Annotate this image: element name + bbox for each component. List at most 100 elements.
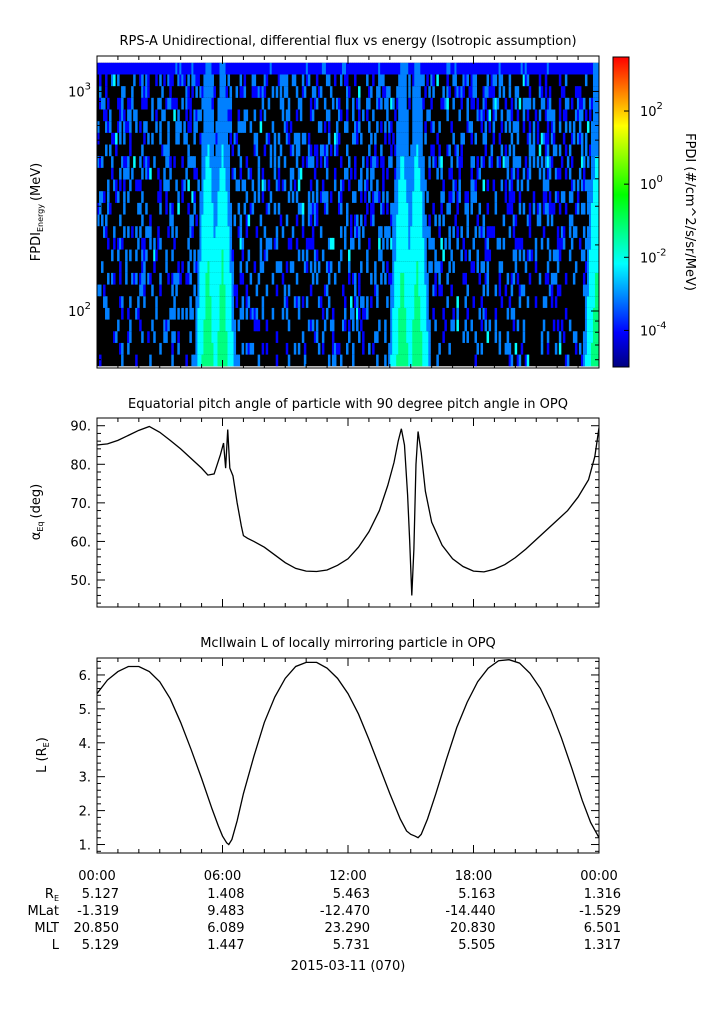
spectrogram-cell xyxy=(586,261,590,273)
spectrogram-cell xyxy=(113,179,116,192)
spectrogram-cell xyxy=(173,97,176,110)
spectrogram-cell xyxy=(121,97,124,110)
spectrogram-cell xyxy=(295,237,299,250)
spectrogram-cell xyxy=(390,156,393,168)
spectrogram-cell xyxy=(207,86,210,98)
spectrogram-cell xyxy=(350,167,353,180)
spectrogram-cell xyxy=(396,121,399,133)
spectrogram-cell xyxy=(239,261,243,273)
spectrogram-cell xyxy=(582,62,586,75)
spectrogram-cell xyxy=(518,97,522,110)
spectrogram-cell xyxy=(472,62,476,75)
spectrogram-cell xyxy=(237,202,241,215)
spectrogram-cell xyxy=(135,121,138,133)
spectrogram-cell xyxy=(438,214,441,227)
spectrogram-cell xyxy=(205,179,208,192)
spectrogram-cell xyxy=(209,284,212,297)
spectrogram-cell xyxy=(554,62,558,75)
spectrogram-cell xyxy=(325,62,329,75)
spectrogram-cell xyxy=(424,354,427,367)
spectrogram-cell xyxy=(297,167,301,180)
spectrogram-cell xyxy=(404,86,407,98)
spectrogram-cell xyxy=(309,97,313,110)
spectrogram-cell xyxy=(418,261,421,273)
spectrogram-cell xyxy=(143,284,146,297)
spectrogram-cell xyxy=(157,167,160,180)
spectrogram-cell xyxy=(392,331,395,343)
spectrogram-cell xyxy=(225,296,229,308)
spectrogram-cell xyxy=(438,342,441,355)
spectrogram-cell xyxy=(173,272,176,285)
spectrogram-cell xyxy=(213,237,216,250)
spectrogram-cell xyxy=(195,86,198,98)
spectrogram-cell xyxy=(173,237,176,250)
spectrogram-cell xyxy=(432,156,435,168)
spectrogram-cell xyxy=(398,132,401,145)
spectrogram-cell xyxy=(360,261,363,273)
spectrogram-cell xyxy=(476,342,480,355)
spectrogram-cell xyxy=(177,121,180,133)
spectrogram-cell xyxy=(227,261,231,273)
spectrogram-cell xyxy=(315,74,319,87)
spectrogram-cell xyxy=(147,156,150,168)
spectrogram-cell xyxy=(568,319,572,332)
spectrogram-cell xyxy=(398,121,401,133)
spectrogram-cell xyxy=(516,237,520,250)
spectrogram-cell xyxy=(223,237,227,250)
spectrogram-cell xyxy=(219,237,222,250)
spectrogram-cell xyxy=(594,226,598,238)
spectrogram-cell xyxy=(237,226,241,238)
spectrogram-cell xyxy=(207,62,210,75)
spectrogram-cell xyxy=(378,237,381,250)
spectrogram-cell xyxy=(446,296,449,308)
spectrogram-cell xyxy=(295,272,299,285)
spectrogram-cell xyxy=(378,319,381,332)
spectrogram-cell xyxy=(291,191,295,203)
ephemeris-value: 1.317 xyxy=(584,938,621,953)
spectrogram-cell xyxy=(261,261,265,273)
spectrogram-cell xyxy=(147,272,150,285)
spectrogram-cell xyxy=(426,296,429,308)
spectrogram-cell xyxy=(588,296,592,308)
spectrogram-cell xyxy=(582,167,586,180)
spectrogram-cell xyxy=(215,191,218,203)
spectrogram-cell xyxy=(520,62,524,75)
spectrogram-cell xyxy=(203,191,206,203)
spectrogram-cell xyxy=(203,167,206,180)
spectrogram-cell xyxy=(121,86,124,98)
spectrogram-cell xyxy=(219,62,222,75)
spectrogram-cell xyxy=(215,296,218,308)
spectrogram-cell xyxy=(558,121,562,133)
spectrogram-cell xyxy=(370,156,373,168)
spectrogram-cell xyxy=(400,156,403,168)
spectrogram-cell xyxy=(193,167,196,180)
spectrogram-cell xyxy=(273,132,277,145)
spectrogram-cell xyxy=(189,109,192,122)
spectrogram-cell xyxy=(283,179,287,192)
spectrogram-cell xyxy=(141,167,144,180)
spectrogram-cell xyxy=(426,74,429,87)
spectrogram-cell xyxy=(422,97,425,110)
spectrogram-cell xyxy=(257,191,261,203)
spectrogram-cell xyxy=(207,237,210,250)
spectrogram-cell xyxy=(404,319,407,332)
spectrogram-cell xyxy=(414,179,417,192)
spectrogram-cell xyxy=(221,86,225,98)
spectrogram-cell xyxy=(203,214,206,227)
spectrogram-cell xyxy=(422,179,425,192)
spectrogram-cell xyxy=(474,226,478,238)
spectrogram-cell xyxy=(219,261,222,273)
spectrogram-cell xyxy=(404,214,407,227)
spectrogram-cell xyxy=(205,191,208,203)
spectrogram-cell xyxy=(191,214,194,227)
spectrogram-cell xyxy=(257,354,261,367)
spectrogram-cell xyxy=(201,156,204,168)
spectrogram-cell xyxy=(129,319,132,332)
spectrogram-cell xyxy=(227,284,231,297)
spectrogram-cell xyxy=(508,202,512,215)
spectrogram-cell xyxy=(410,167,413,180)
spectrogram-cell xyxy=(536,202,540,215)
spectrogram-cell xyxy=(436,261,439,273)
spectrogram-cell xyxy=(510,191,514,203)
